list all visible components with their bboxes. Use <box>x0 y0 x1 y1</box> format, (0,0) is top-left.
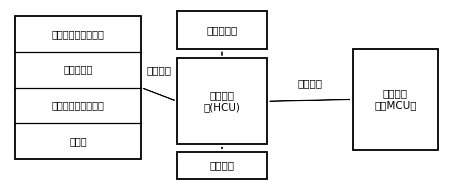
Bar <box>177 152 267 179</box>
Bar <box>15 16 141 159</box>
Text: 信号输入: 信号输入 <box>146 65 172 75</box>
Text: 加速踏板角度传感器: 加速踏板角度传感器 <box>52 100 104 110</box>
Text: 电机控制
器（MCU）: 电机控制 器（MCU） <box>374 89 417 110</box>
Bar <box>177 58 267 144</box>
Bar <box>177 11 267 49</box>
Text: 车速传感器: 车速传感器 <box>207 25 238 35</box>
Text: 空档传感器: 空档传感器 <box>63 65 92 75</box>
Text: 制动踏板角度传感器: 制动踏板角度传感器 <box>52 29 104 39</box>
Text: 电池电量: 电池电量 <box>209 160 235 170</box>
Bar <box>352 49 438 150</box>
Text: 离合器: 离合器 <box>69 136 87 146</box>
Text: 整车控制
器(HCU): 整车控制 器(HCU) <box>203 90 241 112</box>
Text: 指令发送: 指令发送 <box>297 78 322 88</box>
